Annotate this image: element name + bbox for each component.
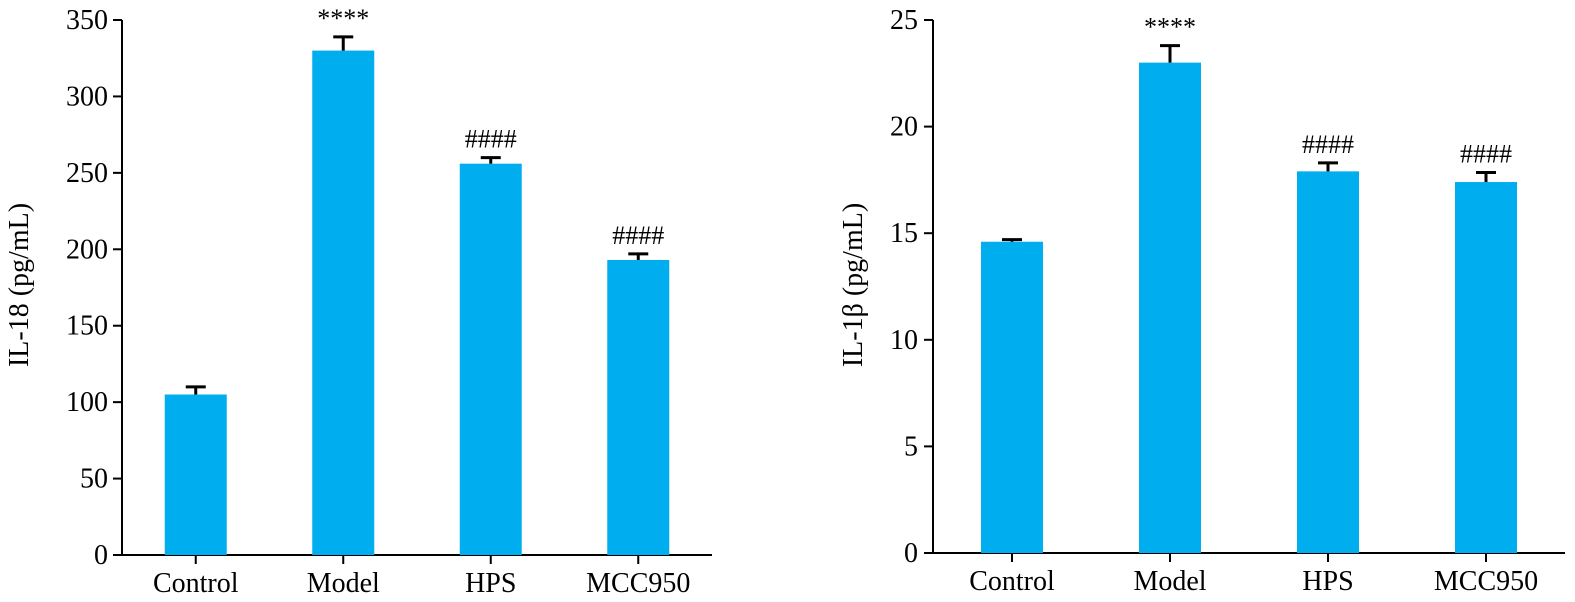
- bar: [981, 241, 1043, 553]
- y-tick-label: 5: [904, 431, 918, 462]
- significance-label: ****: [1144, 13, 1196, 42]
- x-tick-label: MCC950: [586, 568, 690, 599]
- y-tick-label: 20: [890, 112, 918, 143]
- y-tick-label: 0: [94, 540, 108, 571]
- bar: [1455, 182, 1517, 554]
- il18-chart: 0 50 100 150 200 250 300 350 IL-18 (pg/mL) Contro…: [4, 4, 712, 599]
- x-tick-label: Model: [1133, 566, 1206, 597]
- y-tick-label: 150: [66, 311, 108, 342]
- y-tick-label: 10: [890, 325, 918, 356]
- y-tick-label: 100: [66, 387, 108, 418]
- bar: [164, 394, 227, 555]
- y-tick-label: 15: [890, 218, 918, 249]
- il1b-chart: 0 5 10 15 20 25 IL-1β (pg/mL) Control Model **** H…: [838, 5, 1565, 597]
- significance-label: ####: [1302, 130, 1354, 159]
- y-tick-label: 300: [66, 81, 108, 112]
- bar: [312, 50, 375, 555]
- y-tick-label: 0: [904, 538, 918, 569]
- bar: [607, 259, 670, 555]
- bar: [1297, 171, 1359, 553]
- x-tick-label: Control: [153, 568, 239, 599]
- x-tick-label: Model: [307, 568, 380, 599]
- significance-label: ####: [1460, 139, 1512, 168]
- significance-label: ####: [612, 221, 664, 250]
- bar: [1139, 62, 1201, 553]
- significance-label: ****: [317, 4, 369, 33]
- y-tick-label: 200: [66, 234, 108, 265]
- y-axis-label: IL-18 (pg/mL): [4, 203, 35, 367]
- y-tick-label: 250: [66, 158, 108, 189]
- x-tick-label: Control: [969, 566, 1055, 597]
- x-tick-label: HPS: [465, 568, 516, 599]
- x-tick-label: MCC950: [1434, 566, 1538, 597]
- x-tick-label: HPS: [1302, 566, 1353, 597]
- y-axis-label: IL-1β (pg/mL): [838, 203, 869, 367]
- y-tick-label: 25: [890, 5, 918, 36]
- y-tick-label: 50: [80, 464, 108, 495]
- significance-label: ####: [465, 125, 517, 154]
- y-tick-label: 350: [66, 5, 108, 36]
- bar: [459, 163, 522, 555]
